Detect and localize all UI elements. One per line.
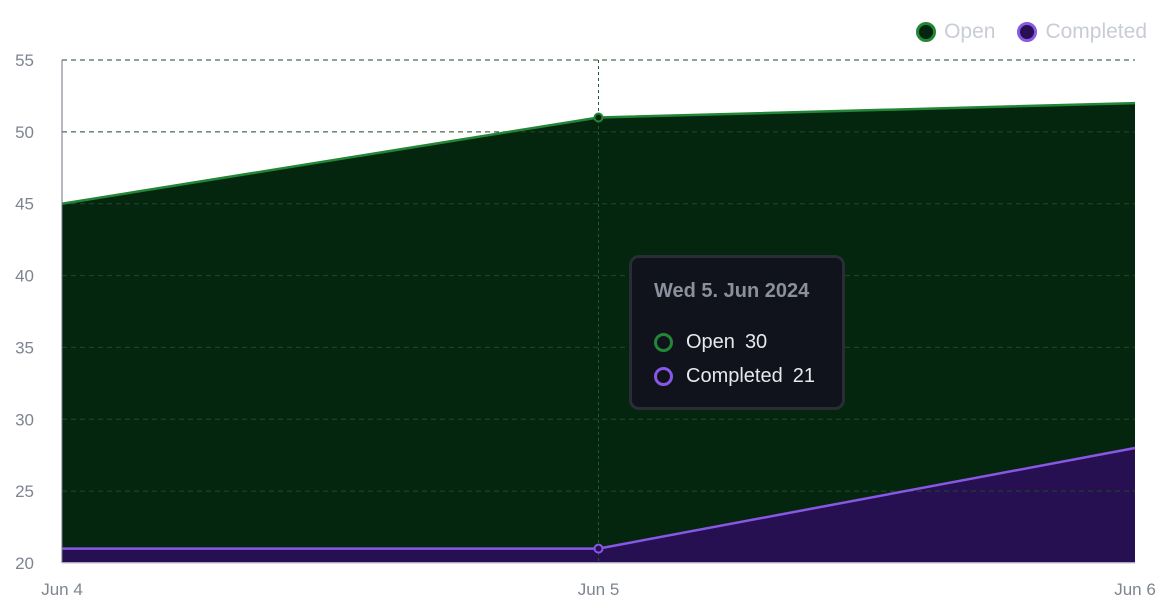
tooltip-row-completed: Completed 21	[654, 359, 842, 393]
x-tick-label: Jun 6	[1114, 580, 1156, 599]
y-tick-label: 25	[15, 482, 34, 501]
point-completed	[595, 545, 603, 553]
legend-marker-open	[916, 22, 936, 42]
tooltip-marker-open	[654, 333, 673, 352]
point-open	[595, 113, 603, 121]
y-tick-label: 20	[15, 554, 34, 573]
legend-item-completed[interactable]: Completed	[1017, 20, 1147, 44]
y-tick-label: 40	[15, 267, 34, 286]
tooltip-series-value: 30	[745, 331, 767, 354]
legend: Open Completed	[916, 20, 1147, 44]
tooltip: Wed 5. Jun 2024 Open 30 Completed 21	[629, 255, 845, 410]
y-tick-label: 50	[15, 123, 34, 142]
y-tick-label: 55	[15, 51, 34, 70]
y-tick-label: 45	[15, 195, 34, 214]
tooltip-title: Wed 5. Jun 2024	[654, 280, 842, 303]
legend-item-open[interactable]: Open	[916, 20, 995, 44]
y-tick-label: 35	[15, 338, 34, 357]
x-tick-label: Jun 5	[578, 580, 620, 599]
legend-label-open: Open	[944, 20, 995, 44]
tooltip-series-value: 21	[793, 365, 815, 388]
x-tick-label: Jun 4	[41, 580, 83, 599]
tooltip-series-name: Open	[686, 331, 735, 354]
legend-label-completed: Completed	[1045, 20, 1147, 44]
y-tick-label: 30	[15, 410, 34, 429]
tooltip-row-open: Open 30	[654, 325, 842, 359]
tooltip-marker-completed	[654, 367, 673, 386]
tooltip-series-name: Completed	[686, 365, 783, 388]
legend-marker-completed	[1017, 22, 1037, 42]
